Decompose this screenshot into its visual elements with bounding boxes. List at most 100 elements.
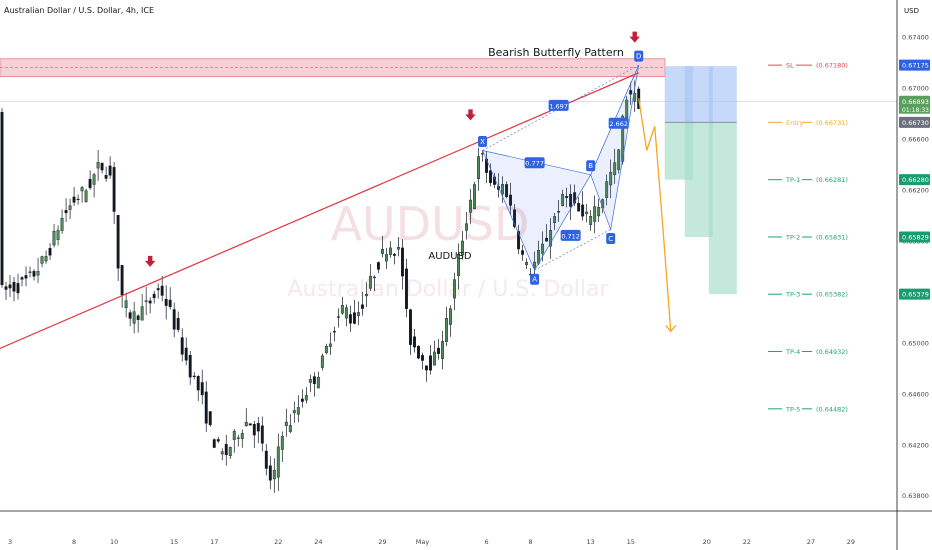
candle-body — [232, 430, 236, 440]
candle — [392, 252, 396, 265]
current-price-label — [899, 95, 930, 108]
time-tick-label: 3 — [8, 538, 12, 546]
candle-body — [409, 309, 412, 345]
tp3-axis-label-text: 0.65379 — [902, 291, 929, 299]
candle-body — [276, 446, 280, 478]
candle-body — [80, 187, 84, 192]
time-tick-label: 10 — [110, 538, 118, 546]
candle — [136, 314, 140, 333]
candle — [629, 81, 633, 105]
candle-body — [20, 277, 24, 280]
candle-body — [565, 196, 569, 198]
candle-body — [605, 181, 609, 198]
candle-body — [148, 300, 152, 304]
candle-body — [380, 249, 384, 254]
candle-body — [296, 407, 300, 415]
candle — [72, 187, 76, 206]
point-label: C — [608, 235, 613, 243]
candle — [401, 239, 404, 290]
level-value: (0.64482) — [816, 405, 848, 413]
price-tick-label: 0.67000 — [902, 85, 929, 93]
candle-body — [56, 230, 60, 240]
candle-body — [224, 444, 228, 456]
candle-body — [569, 194, 573, 207]
candle-body — [372, 276, 376, 279]
trendline — [0, 72, 639, 350]
candle-body — [360, 304, 364, 309]
candle — [509, 182, 513, 215]
candle-body — [28, 271, 32, 273]
candle — [473, 181, 476, 210]
candle-body — [252, 424, 256, 436]
candle-body — [216, 439, 220, 442]
candle — [397, 237, 400, 257]
candle-body — [108, 165, 112, 176]
candle — [409, 308, 412, 355]
time-tick-label: 15 — [627, 538, 635, 546]
entry-axis-label-text: 0.66730 — [902, 119, 929, 127]
candle — [505, 181, 509, 199]
candle-body — [260, 425, 264, 444]
candle-body — [44, 256, 48, 262]
candle-body — [368, 275, 372, 289]
candle — [16, 273, 20, 300]
candle — [489, 163, 492, 187]
candle — [192, 371, 196, 380]
level-name: Entry — [786, 119, 803, 127]
candle — [617, 149, 621, 174]
candle — [160, 275, 164, 302]
level-name: SL — [786, 62, 794, 70]
candle — [469, 188, 472, 224]
point-badge — [586, 160, 596, 172]
current-price-label-text: 0.66893 — [902, 98, 929, 106]
candle-body — [316, 376, 320, 389]
candle — [280, 431, 284, 462]
price-tick-label: 0.63800 — [902, 492, 929, 500]
candle-body — [176, 318, 180, 330]
candle-body — [16, 283, 20, 294]
candle — [4, 281, 8, 301]
candle — [116, 215, 120, 281]
candle-body — [324, 345, 328, 354]
reward-box — [684, 122, 713, 237]
candle-body — [581, 204, 585, 217]
candle — [384, 247, 388, 269]
candle — [376, 261, 380, 274]
candle — [605, 174, 609, 206]
bearish-arrow-icon — [144, 255, 156, 267]
candle — [212, 438, 216, 448]
candle — [593, 195, 597, 234]
candle-body — [24, 275, 28, 279]
candle — [96, 149, 100, 181]
candle — [24, 266, 28, 287]
candle-body — [425, 365, 428, 371]
candle-body — [180, 337, 184, 355]
candle-body — [364, 293, 368, 297]
candle — [445, 306, 448, 347]
ratio-badge — [608, 117, 629, 129]
candle-body — [60, 217, 64, 231]
candle — [84, 188, 88, 203]
candle — [40, 255, 44, 268]
point-badge — [606, 232, 616, 244]
point-badge — [478, 135, 488, 147]
candle — [340, 296, 344, 315]
candle — [413, 329, 416, 353]
candle-body — [392, 254, 396, 256]
candle-body — [236, 437, 240, 439]
candle — [184, 337, 188, 366]
candle-body — [72, 196, 76, 203]
point-badge — [634, 50, 644, 62]
candle — [284, 408, 288, 437]
candle-body — [240, 433, 244, 439]
candle-body — [421, 355, 424, 361]
candle — [108, 156, 112, 179]
candle-body — [68, 205, 72, 210]
candle — [372, 275, 376, 292]
level-name: TP-2 — [785, 233, 800, 241]
candle-body — [152, 293, 156, 299]
candle — [0, 108, 4, 288]
tp1-axis-label-text: 0.66280 — [902, 176, 929, 184]
candle-body — [220, 451, 224, 455]
